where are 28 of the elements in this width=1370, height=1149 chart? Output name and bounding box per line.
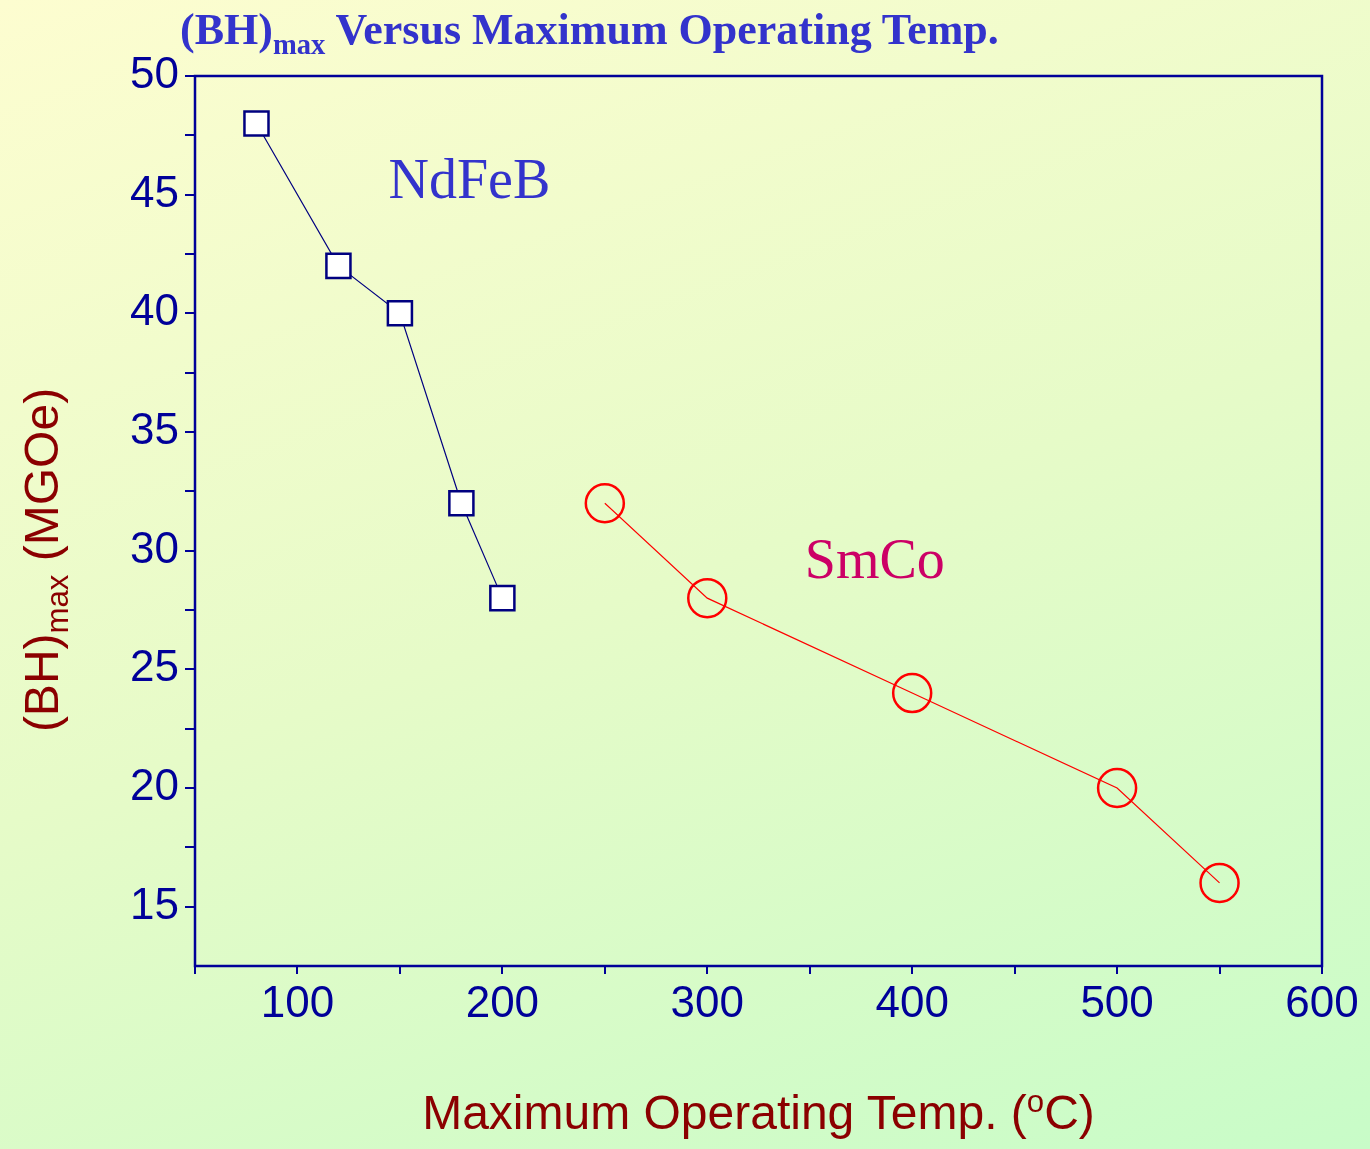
point bbox=[687, 577, 728, 619]
y-tick-label: 15 bbox=[130, 878, 179, 928]
point bbox=[584, 482, 626, 524]
y-tick-label: 25 bbox=[130, 641, 179, 691]
point bbox=[448, 489, 475, 517]
y-tick-label: 40 bbox=[130, 285, 179, 335]
point bbox=[1096, 767, 1138, 809]
point bbox=[243, 110, 270, 137]
point bbox=[325, 252, 352, 280]
x-axis-title: Maximum Operating Temp. ($^{o}$C) bbox=[421, 1084, 1096, 1140]
x-tick-label: 600 bbox=[1285, 976, 1359, 1026]
series-label: NdFeB bbox=[388, 148, 551, 211]
x-tick-label: 300 bbox=[670, 976, 744, 1026]
y-tick-label: 30 bbox=[130, 522, 179, 572]
series-label: SmCo bbox=[804, 527, 945, 590]
x-tick-label: 100 bbox=[260, 976, 335, 1026]
y-tick-label: 45 bbox=[130, 166, 179, 216]
point bbox=[386, 300, 414, 327]
point bbox=[1199, 862, 1240, 904]
chart-title: (BH)$_{max}$ Versus Maximum Operating Temp. bbox=[180, 4, 999, 61]
y-tick-label: 50 bbox=[130, 48, 179, 98]
point bbox=[891, 672, 933, 714]
point bbox=[489, 584, 516, 612]
y-tick-label: 20 bbox=[130, 760, 179, 810]
y-tick-label: 35 bbox=[130, 404, 179, 454]
x-tick-label: 200 bbox=[465, 976, 540, 1026]
x-tick-label: 400 bbox=[875, 976, 949, 1026]
x-tick-label: 500 bbox=[1080, 976, 1154, 1026]
